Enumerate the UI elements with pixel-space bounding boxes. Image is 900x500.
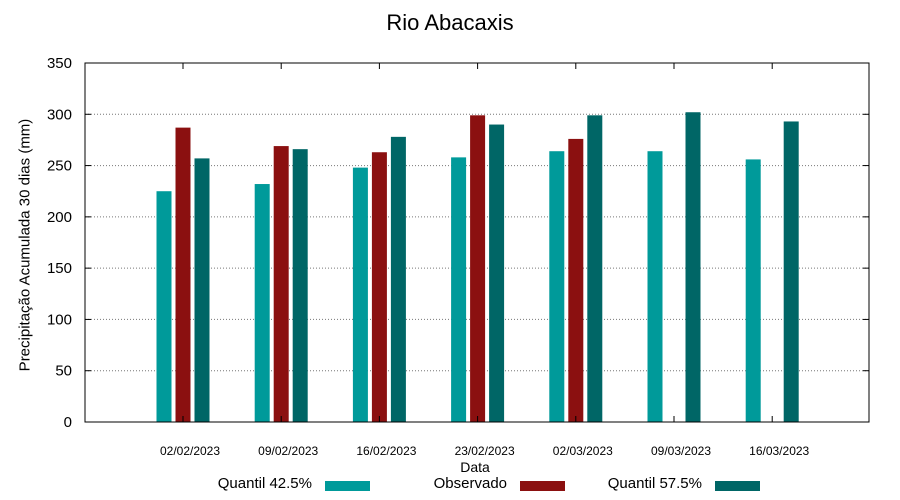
- legend-swatch: [715, 481, 760, 491]
- x-axis-ticks: 02/02/2023 09/02/2023 16/02/2023 23/02/2023…: [160, 63, 810, 458]
- y-axis-ticks: 0 50 100 150 200 250 300 350: [47, 55, 869, 431]
- bar: [175, 127, 191, 423]
- x-tick-label: 09/02/2023: [258, 444, 318, 458]
- bar: [273, 146, 289, 422]
- legend: Quantil 42.5% Observado Quantil 57.5%: [0, 475, 900, 497]
- x-axis-label: Data: [460, 459, 490, 475]
- bar: [647, 151, 663, 422]
- x-tick-label: 02/02/2023: [160, 444, 220, 458]
- legend-swatch: [520, 481, 565, 491]
- bar: [489, 124, 505, 423]
- y-tick-label: 350: [47, 55, 72, 72]
- chart-title: Rio Abacaxis: [386, 10, 514, 35]
- bar: [390, 136, 406, 422]
- bar: [470, 115, 486, 422]
- bars: [156, 112, 799, 423]
- bar: [292, 149, 308, 422]
- x-tick-label: 02/03/2023: [553, 444, 613, 458]
- bar: [156, 191, 172, 422]
- bar: [451, 157, 467, 422]
- bar: [549, 151, 565, 422]
- x-tick-label: 16/02/2023: [356, 444, 416, 458]
- plot-frame: [84, 62, 870, 423]
- bar: [783, 121, 799, 423]
- bar: [194, 158, 210, 423]
- bar: [745, 159, 761, 422]
- bar: [568, 138, 584, 422]
- bar: [352, 167, 368, 422]
- x-tick-label: 09/03/2023: [651, 444, 711, 458]
- bar: [685, 112, 701, 422]
- x-tick-label: 16/03/2023: [749, 444, 809, 458]
- legend-label: Quantil 42.5%: [217, 475, 312, 492]
- y-tick-label: 100: [47, 311, 72, 328]
- legend-item-quantil-42: Quantil 42.5%: [0, 475, 370, 495]
- legend-label: Quantil 57.5%: [607, 475, 702, 492]
- y-tick-label: 0: [64, 414, 72, 431]
- y-tick-label: 250: [47, 158, 72, 175]
- y-tick-label: 150: [47, 260, 72, 277]
- y-tick-label: 300: [47, 106, 72, 123]
- legend-item-observado: Observado: [0, 475, 565, 495]
- bar: [254, 184, 270, 422]
- legend-item-quantil-57: Quantil 57.5%: [0, 475, 760, 495]
- bar: [371, 152, 387, 423]
- x-tick-label: 23/02/2023: [455, 444, 515, 458]
- y-axis-label: Precipitação Acumulada 30 dias (mm): [16, 118, 34, 372]
- legend-label: Observado: [433, 475, 507, 492]
- legend-swatch: [325, 481, 370, 491]
- y-tick-label: 200: [47, 209, 72, 226]
- bar: [587, 115, 603, 422]
- y-tick-label: 50: [55, 363, 72, 380]
